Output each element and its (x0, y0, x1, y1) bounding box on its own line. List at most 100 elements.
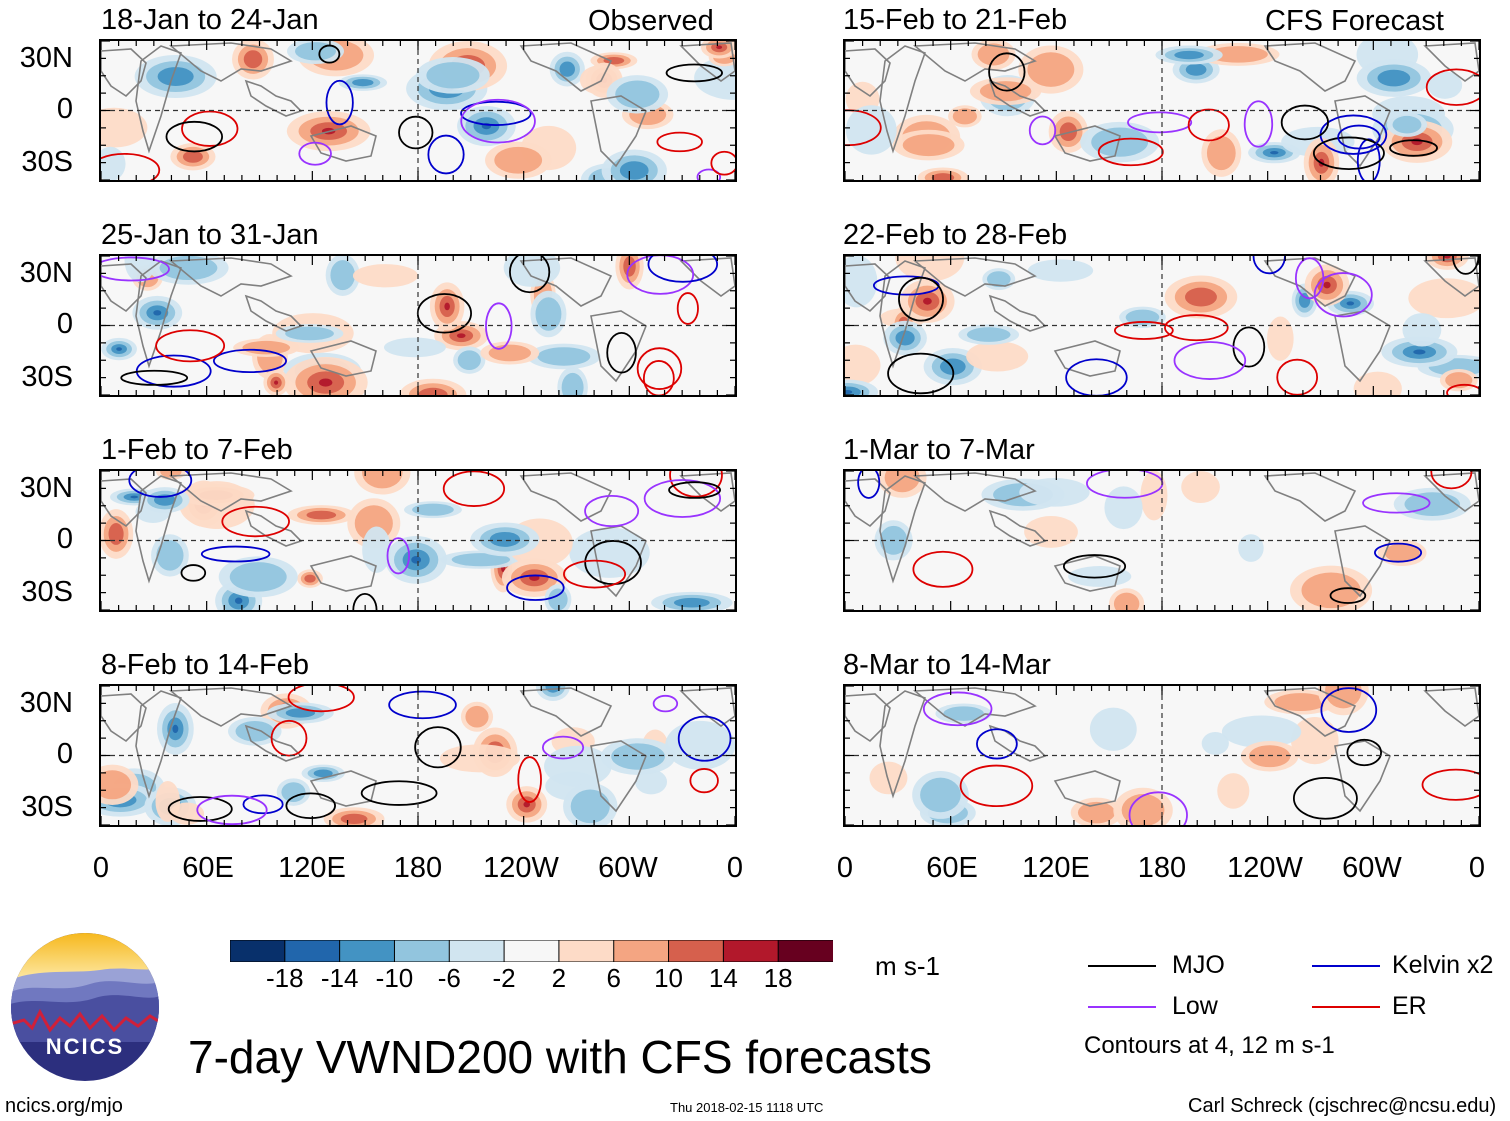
right-panel-title-1: 15-Feb to 21-Feb (843, 4, 1068, 36)
map-panel-observed-1 (99, 39, 737, 182)
ncics-logo: NCICS (10, 932, 160, 1082)
coastline (1053, 770, 1121, 807)
legend-line-er (1312, 1006, 1380, 1008)
contour-line (696, 168, 722, 180)
anomaly-shading (716, 45, 723, 50)
anomaly-shading (1125, 309, 1160, 325)
x-tick-right-0: 0 (836, 852, 854, 884)
colorbar-units: m s-1 (875, 951, 940, 981)
contour-line (1430, 471, 1473, 490)
colorbar-swatches (229, 939, 835, 963)
anomaly-shading (943, 706, 984, 721)
colorbar-swatch (558, 939, 615, 963)
anomaly-shading (383, 337, 446, 358)
anomaly-shading (1267, 316, 1294, 361)
coastline (1334, 740, 1391, 813)
anomaly-shading (845, 256, 878, 308)
coastline (912, 687, 1037, 727)
map-panel-observed-4 (99, 684, 737, 827)
anomaly-shading (1270, 150, 1279, 155)
colorbar-swatch (229, 939, 286, 963)
anomaly-shading (411, 556, 422, 564)
anomaly-shading (156, 540, 184, 571)
map-graphic (101, 686, 735, 825)
contour-line (517, 756, 542, 803)
contour-line (1276, 358, 1319, 395)
contour-line (298, 141, 332, 166)
x-tick-right-120w: 120W (1227, 852, 1303, 884)
anomaly-shading (1140, 471, 1168, 521)
contour-line (155, 329, 226, 363)
contour-line (541, 735, 585, 760)
anomaly-shading (108, 523, 124, 545)
contour-line (652, 694, 679, 713)
left-panel-title-3: 1-Feb to 7-Feb (101, 434, 293, 466)
anomaly-shading (457, 350, 481, 371)
colorbar-swatch (668, 939, 725, 963)
contour-line (442, 471, 506, 507)
contour-line (101, 152, 161, 180)
map-graphic (845, 41, 1479, 180)
contour-line (606, 331, 637, 374)
map-panel-forecast-3 (843, 469, 1481, 612)
map-graphic (101, 256, 735, 395)
contour-line (352, 592, 378, 610)
legend-line-mjo (1088, 965, 1156, 967)
anomaly-shading (362, 526, 391, 573)
anomaly-shading (182, 150, 203, 163)
coastline (679, 687, 735, 727)
contour-line (485, 302, 513, 350)
anomaly-shading (1413, 349, 1426, 355)
anomaly-shading (1121, 794, 1165, 825)
map-graphic (845, 256, 1479, 395)
anomaly-shading (1408, 278, 1479, 319)
contour-line (1097, 137, 1164, 167)
left-panel-title-1: 18-Jan to 24-Jan (101, 4, 319, 36)
colorbar-label: 18 (763, 963, 793, 993)
anomaly-shading (1181, 471, 1220, 504)
y-tick-eq-3: 0 (56, 523, 73, 555)
anomaly-shading (157, 67, 194, 87)
anomaly-shading (169, 802, 205, 825)
coastline (1263, 42, 1357, 92)
coastline (679, 42, 735, 82)
contour-line (1292, 776, 1358, 820)
anomaly-shading (444, 302, 450, 311)
left-panel-title-2: 25-Jan to 31-Jan (101, 219, 319, 251)
contour-line (325, 79, 354, 126)
x-tick-left-120e: 120E (278, 852, 346, 884)
coastline (168, 42, 293, 82)
contour-line (669, 471, 723, 498)
contour-line (270, 719, 308, 757)
anomaly-shading (1027, 52, 1075, 87)
colorbar-swatch (613, 939, 670, 963)
coastline (1423, 42, 1479, 82)
anomaly-shading (362, 471, 403, 489)
coastline (168, 257, 293, 297)
anomaly-shading (559, 61, 575, 77)
anomaly-shading (548, 588, 568, 610)
colorbar-label: -6 (437, 963, 461, 993)
contour-line (1346, 738, 1383, 767)
colorbar-swatch (777, 939, 835, 963)
anomaly-shading (1404, 492, 1460, 517)
colorbar-swatch (448, 939, 506, 963)
contour-line (1294, 257, 1325, 300)
anomaly-shading (159, 256, 218, 281)
coastline (590, 95, 647, 168)
contour-line (212, 348, 287, 374)
contour-line (388, 690, 457, 720)
anomaly-shading (242, 340, 291, 355)
map-panel-forecast-1 (843, 39, 1481, 182)
contour-line (1446, 383, 1479, 395)
coastline (912, 472, 1037, 512)
right-panel-title-3: 1-Mar to 7-Mar (843, 434, 1035, 466)
anomaly-shading (1291, 716, 1339, 765)
y-tick-eq-2: 0 (56, 308, 73, 340)
contour-line (1028, 115, 1057, 146)
x-tick-left-60e: 60E (182, 852, 234, 884)
legend-note: Contours at 4, 12 m s-1 (1084, 1032, 1335, 1059)
contour-line (626, 256, 695, 295)
coastline (845, 263, 891, 313)
footer-website[interactable]: ncics.org/mjo (5, 1095, 123, 1117)
